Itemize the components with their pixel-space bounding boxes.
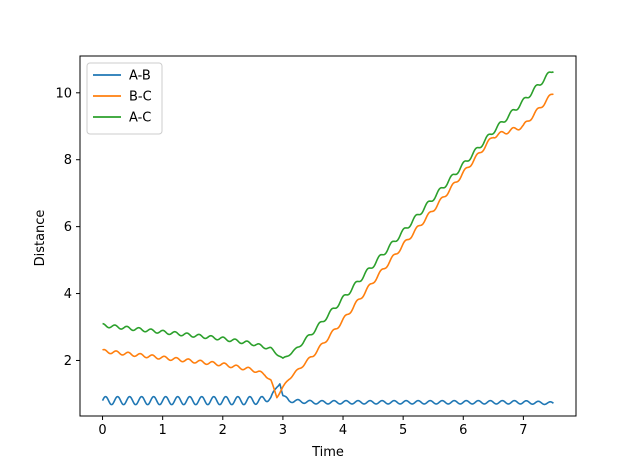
series-line-b-c — [102, 93, 554, 399]
x-tick-label: 2 — [219, 423, 227, 438]
legend-label: A-C — [129, 111, 151, 126]
x-tick-label: 3 — [279, 423, 287, 438]
legend-label: A-B — [129, 69, 151, 84]
y-tick-label: 2 — [64, 354, 72, 369]
x-tick-label: 7 — [519, 423, 527, 438]
y-axis-ticks: 2 4 6 8 10 — [55, 86, 80, 369]
y-tick-label: 4 — [64, 287, 72, 302]
y-tick-label: 10 — [55, 86, 72, 101]
x-tick-label: 6 — [459, 423, 467, 438]
legend-label: B-C — [129, 90, 152, 105]
x-tick-label: 4 — [339, 423, 347, 438]
axes-frame — [79, 55, 577, 417]
x-tick-label: 1 — [159, 423, 167, 438]
x-axis-ticks: 0 1 2 3 4 5 6 7 — [98, 416, 528, 438]
y-axis-label: Distance — [33, 210, 48, 267]
plot-lines — [101, 71, 554, 406]
x-tick-label: 5 — [399, 423, 407, 438]
y-tick-label: 6 — [64, 220, 72, 235]
series-line-a-c — [102, 71, 554, 359]
y-tick-label: 8 — [64, 153, 72, 168]
legend: A-B B-C A-C — [86, 62, 163, 135]
series-line-a-b — [101, 383, 554, 406]
x-tick-label: 0 — [98, 423, 106, 438]
x-axis-label: Time — [311, 445, 344, 460]
